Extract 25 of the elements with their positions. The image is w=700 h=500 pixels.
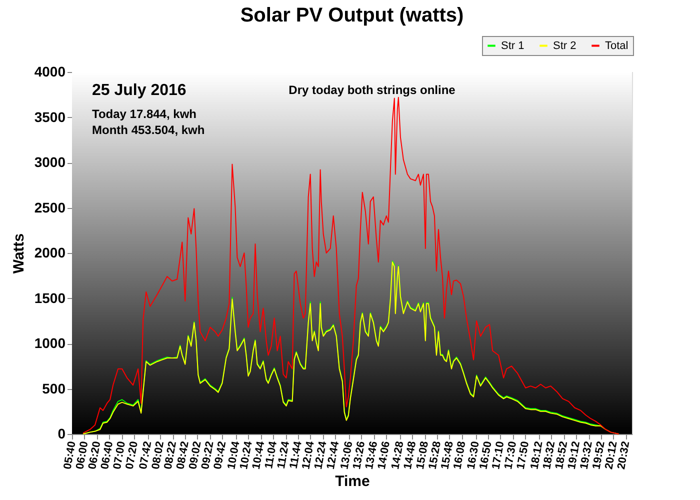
- x-tick-label: 17:50: [514, 440, 532, 470]
- annotation: 25 July 2016: [92, 82, 186, 99]
- y-tick-label: 3500: [34, 108, 66, 125]
- legend-label: Total: [605, 40, 628, 52]
- x-tick-label: 12:44: [324, 440, 342, 470]
- y-tick-label: 500: [42, 380, 66, 396]
- chart-title: Solar PV Output (watts): [240, 4, 464, 26]
- line-series: [82, 96, 620, 434]
- y-tick-label: 2500: [34, 199, 66, 216]
- y-tick-label: 4000: [34, 64, 66, 80]
- legend-label: Str 2: [553, 40, 576, 52]
- y-tick-label: 1000: [34, 335, 66, 351]
- y-tick-label: 3000: [34, 154, 66, 170]
- y-axis-title: Watts: [10, 233, 28, 274]
- legend-label: Str 1: [501, 40, 524, 52]
- annotation: Dry today both strings online: [288, 83, 456, 97]
- annotation: Today 17.844, kwh: [92, 107, 196, 121]
- x-tick-label: 16:08: [452, 440, 468, 470]
- annotation: Month 453.504, kwh: [92, 123, 205, 137]
- y-tick-label: 0: [58, 426, 66, 442]
- y-tick-label: 2000: [34, 244, 66, 260]
- x-axis-title: Time: [335, 473, 370, 490]
- y-tick-label: 1500: [34, 290, 66, 306]
- x-tick-label: 07:20: [124, 440, 140, 470]
- x-tick-label: 14:06: [376, 440, 393, 470]
